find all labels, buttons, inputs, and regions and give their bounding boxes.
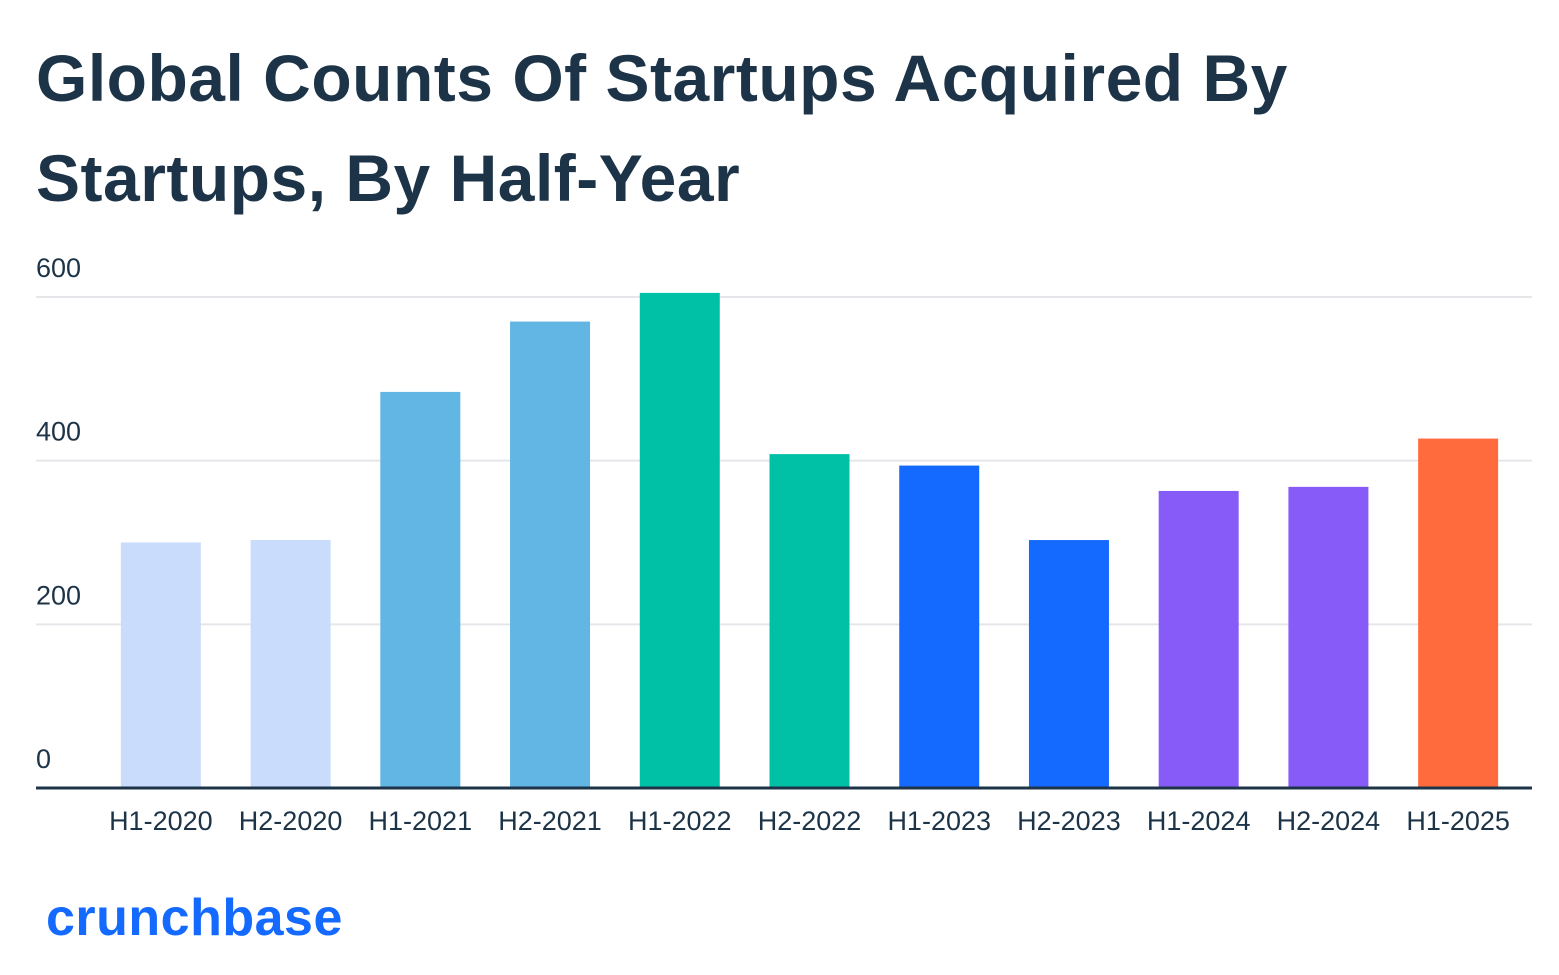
brand-logo: crunchbase xyxy=(46,889,343,947)
x-tick-label: H2-2023 xyxy=(1017,806,1121,836)
y-tick-label: 400 xyxy=(36,417,81,447)
bar xyxy=(1418,438,1499,788)
x-tick-label: H1-2025 xyxy=(1406,806,1510,836)
x-tick-label: H2-2020 xyxy=(239,806,343,836)
bar xyxy=(769,454,850,788)
x-tick-label: H1-2021 xyxy=(369,806,473,836)
x-tick-label: H1-2023 xyxy=(887,806,991,836)
bar xyxy=(1028,540,1109,788)
x-tick-label: H1-2022 xyxy=(628,806,732,836)
x-tick-label: H2-2022 xyxy=(758,806,862,836)
bar xyxy=(510,321,591,788)
bar xyxy=(250,540,331,788)
chart-title: Global Counts Of Startups Acquired By St… xyxy=(36,41,1288,215)
bar xyxy=(380,391,461,788)
bar xyxy=(639,292,720,788)
bar xyxy=(1288,486,1369,788)
y-tick-label: 0 xyxy=(36,744,51,774)
x-tick-label: H1-2024 xyxy=(1147,806,1251,836)
x-tick-label: H2-2024 xyxy=(1277,806,1381,836)
x-tick-label: H1-2020 xyxy=(109,806,213,836)
bar xyxy=(1158,490,1239,788)
y-tick-label: 600 xyxy=(36,253,81,283)
x-tick-label: H2-2021 xyxy=(498,806,602,836)
bar xyxy=(899,465,980,788)
bar xyxy=(120,542,201,788)
y-tick-label: 200 xyxy=(36,580,81,610)
